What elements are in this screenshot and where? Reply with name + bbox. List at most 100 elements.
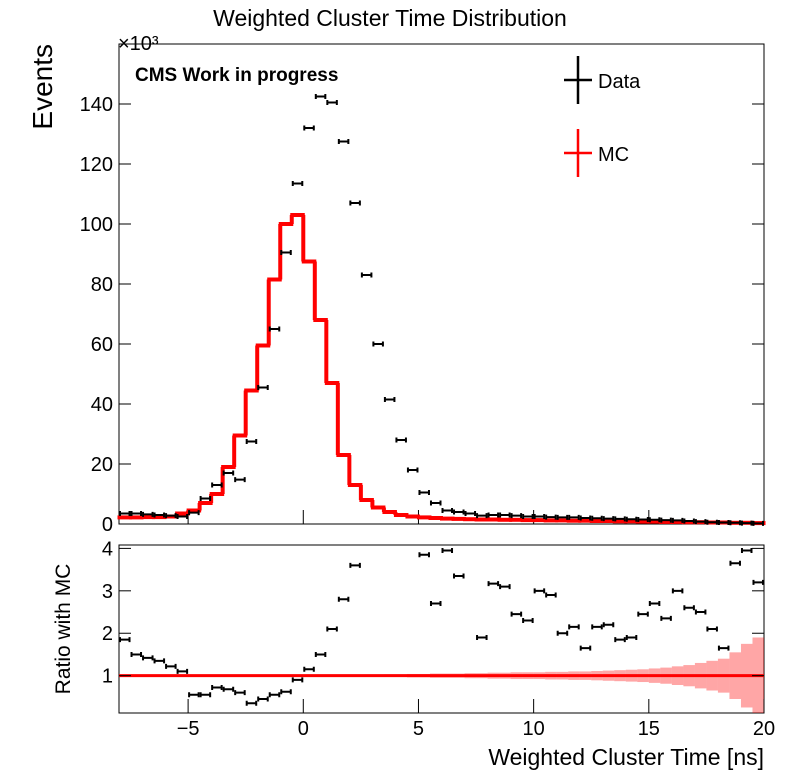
legend-label: Data xyxy=(598,71,641,93)
data-point xyxy=(683,518,695,524)
data-point xyxy=(268,326,281,332)
ratio-point xyxy=(740,548,753,554)
data-point xyxy=(706,519,718,525)
y-tick-label: 20 xyxy=(91,454,113,476)
data-point xyxy=(372,341,384,347)
ratio-point xyxy=(199,692,212,698)
ratio-point xyxy=(326,626,338,632)
ratio-point xyxy=(706,626,718,632)
data-point xyxy=(188,510,200,516)
data-point xyxy=(694,519,707,525)
data-point xyxy=(453,509,465,515)
data-point xyxy=(614,516,626,522)
ratio-point xyxy=(602,622,615,628)
data-point xyxy=(660,517,672,523)
ratio-point xyxy=(614,637,626,643)
y-tick-label: 4 xyxy=(102,538,113,560)
data-point xyxy=(602,516,615,522)
plot-frame xyxy=(118,544,765,714)
x-tick-label: 15 xyxy=(638,718,660,740)
data-point xyxy=(591,515,603,521)
data-point xyxy=(406,467,419,473)
ratio-point xyxy=(752,579,764,585)
data-point xyxy=(326,100,338,105)
data-point xyxy=(280,250,292,255)
x-tick-label: 0 xyxy=(298,718,309,740)
ratio-point xyxy=(245,700,258,706)
data-point xyxy=(257,385,269,390)
data-point xyxy=(395,437,407,443)
ratio-point xyxy=(222,686,235,692)
ratio-point xyxy=(660,615,672,621)
data-point xyxy=(533,514,546,519)
data-point xyxy=(648,517,661,523)
y-tick-label: 3 xyxy=(102,581,113,603)
y-tick-label: 2 xyxy=(102,623,113,645)
data-point xyxy=(234,477,246,483)
data-point xyxy=(142,511,154,517)
x-axis-title: Weighted Cluster Time [ns] xyxy=(488,744,764,770)
data-point xyxy=(740,520,753,526)
data-point xyxy=(418,490,430,495)
data-point xyxy=(153,512,166,518)
ratio-point xyxy=(418,552,430,558)
ratio-point xyxy=(268,692,281,698)
data-point xyxy=(119,511,131,516)
y-tick-label: 40 xyxy=(91,394,113,416)
y-tick-label: 1 xyxy=(102,666,113,688)
ratio-point xyxy=(280,689,292,695)
ratio-point xyxy=(314,651,327,657)
data-point xyxy=(337,139,350,144)
data-point xyxy=(717,520,730,525)
ratio-point xyxy=(510,611,523,617)
y-tick-label: 60 xyxy=(91,334,113,356)
legend-label: MC xyxy=(598,144,629,166)
data-point xyxy=(130,511,143,516)
data-point xyxy=(441,508,454,513)
ratio-point xyxy=(591,624,603,630)
ratio-point xyxy=(545,592,557,598)
data-point xyxy=(211,482,223,488)
ratio-point xyxy=(648,601,661,607)
ratio-point xyxy=(337,596,350,602)
data-point xyxy=(499,512,511,518)
data-point xyxy=(729,520,741,526)
x-tick-label: 20 xyxy=(753,718,775,740)
data-point xyxy=(360,272,373,278)
ratio-point xyxy=(476,634,488,640)
ratio-point xyxy=(671,588,684,594)
ratio-point xyxy=(453,573,465,579)
ratio-point xyxy=(637,611,649,617)
data-point xyxy=(349,200,361,206)
y-axis-title: Events xyxy=(27,44,58,130)
ratio-point xyxy=(130,651,143,657)
x-tick-label: 5 xyxy=(413,718,424,740)
data-point xyxy=(165,513,177,519)
ratio-point xyxy=(683,605,695,611)
data-point xyxy=(291,181,304,186)
data-point xyxy=(303,125,315,131)
data-point xyxy=(545,514,557,520)
ratio-point xyxy=(119,637,131,643)
data-point xyxy=(637,517,649,522)
ratio-point xyxy=(429,601,442,607)
data-point xyxy=(429,500,442,506)
x-tick-label: 10 xyxy=(523,718,545,740)
y-tick-label: 80 xyxy=(91,274,113,296)
ratio-point xyxy=(153,658,166,664)
y-tick-label: 0 xyxy=(102,514,113,536)
ratio-point xyxy=(556,630,569,636)
ratio-point xyxy=(165,663,177,669)
ratio-point xyxy=(487,581,500,587)
data-point xyxy=(568,514,580,520)
data-point xyxy=(199,496,212,501)
ratio-point xyxy=(188,692,200,698)
annotation: CMS Work in progress xyxy=(135,65,338,86)
y-tick-label: 120 xyxy=(80,154,113,176)
ratio-point xyxy=(533,588,546,594)
ratio-point xyxy=(729,560,741,566)
data-point xyxy=(522,514,534,519)
y-tick-label: 100 xyxy=(80,214,113,236)
